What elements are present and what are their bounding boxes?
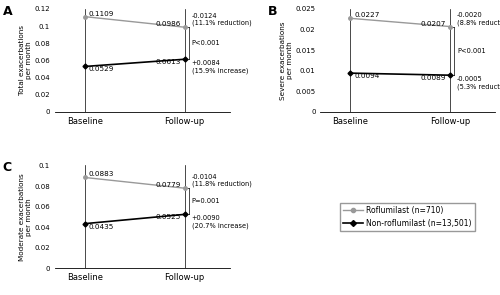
Text: -0.0020
(8.8% reduction): -0.0020 (8.8% reduction)	[457, 12, 500, 26]
Text: 0.0613: 0.0613	[156, 59, 180, 65]
Text: 0.0227: 0.0227	[354, 12, 380, 18]
Text: 0.0525: 0.0525	[156, 214, 180, 220]
Text: P<0.001: P<0.001	[457, 48, 486, 54]
Text: B: B	[268, 5, 278, 18]
Text: A: A	[2, 5, 12, 18]
Text: 0.0089: 0.0089	[420, 75, 446, 81]
Text: +0.0084
(15.9% increase): +0.0084 (15.9% increase)	[192, 60, 248, 74]
Text: 0.0529: 0.0529	[89, 66, 114, 73]
Text: 0.1109: 0.1109	[89, 11, 114, 17]
Text: -0.0104
(11.8% reduction): -0.0104 (11.8% reduction)	[192, 174, 252, 187]
Text: 0.0986: 0.0986	[156, 21, 180, 27]
Text: -0.0005
(5.3% reduction): -0.0005 (5.3% reduction)	[457, 76, 500, 90]
Text: C: C	[2, 161, 12, 174]
Y-axis label: Total exacerbations
per month: Total exacerbations per month	[18, 25, 32, 95]
Text: 0.0779: 0.0779	[156, 182, 180, 188]
Text: 0.0094: 0.0094	[354, 73, 380, 79]
Y-axis label: Moderate exacerbations
per month: Moderate exacerbations per month	[18, 173, 32, 261]
Text: +0.0090
(20.7% increase): +0.0090 (20.7% increase)	[192, 215, 248, 229]
Text: -0.0124
(11.1% reduction): -0.0124 (11.1% reduction)	[192, 13, 252, 26]
Text: P<0.001: P<0.001	[192, 40, 220, 46]
Legend: Roflumilast (n=710), Non-roflumilast (n=13,501): Roflumilast (n=710), Non-roflumilast (n=…	[340, 203, 475, 231]
Text: 0.0435: 0.0435	[89, 224, 114, 230]
Text: 0.0207: 0.0207	[420, 21, 446, 27]
Text: 0.0883: 0.0883	[89, 171, 114, 178]
Y-axis label: Severe exacerbations
per month: Severe exacerbations per month	[280, 21, 292, 100]
Text: P=0.001: P=0.001	[192, 198, 220, 204]
